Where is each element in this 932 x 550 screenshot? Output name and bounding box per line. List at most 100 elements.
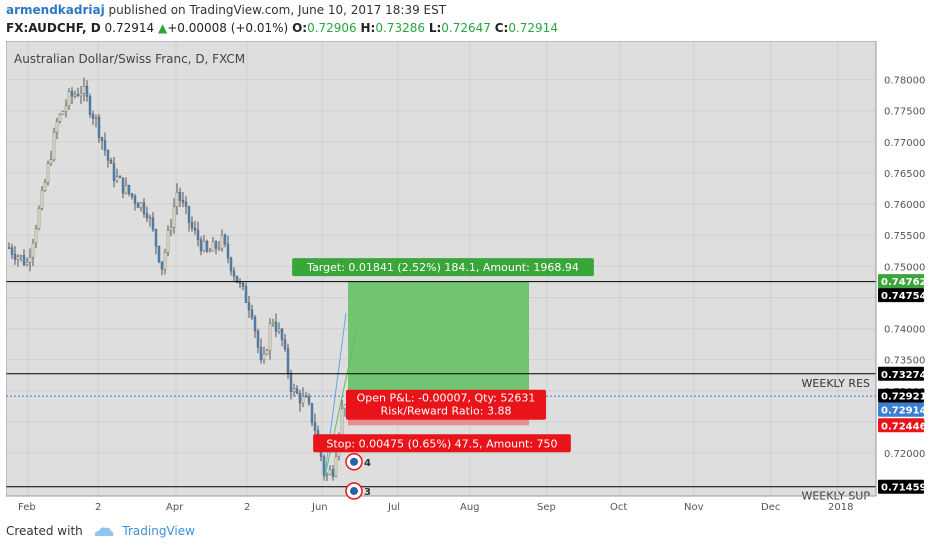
high-value: 0.73286 [375,21,425,35]
candle-body [142,202,146,214]
flag-inner-icon [350,457,358,466]
price-tag-label: 0.72446 [881,421,926,432]
candle-body [40,190,44,209]
candle-body [19,255,23,258]
price-tag [878,366,924,381]
level-label: WEEKLY RES [802,377,870,390]
candle-body [79,93,83,97]
price-tag-label: 0.73274 [881,370,926,381]
y-tick-label: 0.77000 [884,138,925,149]
candle-body [46,163,50,183]
candle-body [67,90,71,107]
candle-body [199,239,203,252]
x-tick-label: Jun [311,502,328,513]
candle-body [43,181,47,191]
pnl-box [346,389,546,420]
candle-body [259,347,263,361]
stop-label-box [313,434,571,453]
x-tick-label: Oct [610,502,627,513]
candle-body [211,241,215,252]
last-price: 0.72914 [104,21,155,35]
high-label: H: [360,21,376,35]
flag-inner-icon [350,487,358,496]
candle-body [205,241,209,252]
candle-body [301,395,305,404]
candle-body [139,202,143,208]
candle-body [70,90,74,97]
candle-body [307,396,311,404]
target-label-box [292,258,594,277]
open-value: 0.72906 [307,21,357,35]
price-tag [878,418,924,433]
candle-body [61,111,65,115]
price-tag-label: 0.74754 [881,291,926,302]
chart-container[interactable]: WEEKLY RES WEEKLY SUP 0.78000 0.77500 0.770… [6,41,926,514]
low-label: L: [428,21,442,35]
candle-body [169,227,173,231]
trend-line [323,312,347,482]
candle-body [262,353,266,361]
created-with-text: Created with [6,524,83,538]
candle-body [280,328,284,340]
candle-body [28,256,32,263]
candle-body [76,94,80,97]
y-tick-label: 0.76000 [884,200,925,211]
candle-body [202,241,206,252]
candle-body [340,408,344,436]
price-tag-label: 0.72921 [881,392,926,403]
x-tick-label: Sep [537,502,556,513]
y-tick-label: 0.75000 [884,262,925,273]
publish-line: armendkadriaj published on TradingView.c… [6,3,446,17]
candle-body [25,262,29,265]
candle-body [325,474,329,476]
candle-body [160,261,164,270]
candle-body [151,217,155,230]
candle-body [178,192,182,201]
event-badge-count: 3 [364,487,371,498]
candle-body [247,302,251,311]
candle-body [94,116,98,119]
y-tick-label: 0.75500 [884,231,925,242]
x-tick-label: 2 [95,502,101,513]
x-tick-label: 2018 [828,502,853,513]
candle-body [193,227,197,231]
candle-body [208,250,212,253]
candle-body [7,247,11,249]
target-label: Target: 0.01841 (2.52%) 184.1, Amount: 1… [306,261,579,274]
candle-body [295,388,299,394]
candle-body [55,121,59,133]
close-label: C: [494,21,509,35]
candle-body [310,403,314,424]
tradingview-brand-link[interactable]: TradingView [122,524,195,538]
price-tag-label: 0.74762 [881,277,926,288]
chart-title: Australian Dollar/Swiss Franc, D, FXCM [14,52,245,66]
candle-body [13,254,17,260]
candle-body [334,456,338,477]
candle-body [244,286,248,303]
candle-body [235,275,239,283]
trend-line [323,331,357,482]
author-link[interactable]: armendkadriaj [6,3,105,17]
low-value: 0.72647 [441,21,491,35]
close-value: 0.72914 [508,21,558,35]
price-tag-label: 0.72914 [881,406,926,417]
stop-label: Stop: 0.00475 (0.65%) 47.5, Amount: 750 [326,437,557,450]
candle-body [31,242,35,258]
up-arrow-icon: ▲ [157,21,168,35]
candle-body [175,192,179,207]
price-tag [878,479,924,494]
candle-body [274,321,278,332]
candle-body [283,339,287,349]
tradingview-logo-icon[interactable] [93,525,115,538]
candle-body [115,176,119,182]
event-badge-count: 4 [364,458,371,469]
candle-body [238,282,242,284]
candle-body [112,163,116,182]
y-tick-label: 0.77500 [884,107,925,118]
position-labels: Target: 0.01841 (2.52%) 184.1, Amount: 1… [292,258,594,500]
candle-body [214,241,218,249]
symbol-label: FX:AUDCHF, D [6,21,101,35]
candle-body [292,388,296,392]
y-tick-label: 0.74000 [884,325,925,336]
